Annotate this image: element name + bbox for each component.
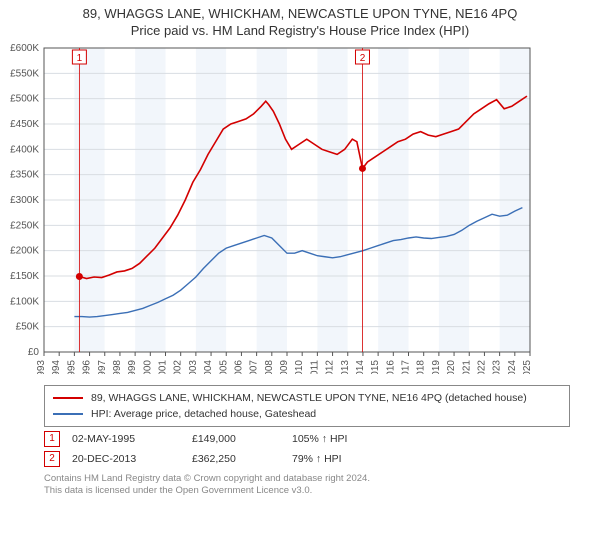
x-tick-label: 2018 xyxy=(416,360,427,374)
x-tick-label: 2004 xyxy=(203,360,214,374)
footer-note: Contains HM Land Registry data © Crown c… xyxy=(44,473,570,498)
x-tick-label: 2001 xyxy=(158,360,169,374)
y-tick-label: £550K xyxy=(10,68,39,79)
sale-marker-badge: 2 xyxy=(44,451,60,467)
legend-label: 89, WHAGGS LANE, WHICKHAM, NEWCASTLE UPO… xyxy=(91,392,527,404)
x-tick-label: 2015 xyxy=(370,360,381,374)
legend-box: 89, WHAGGS LANE, WHICKHAM, NEWCASTLE UPO… xyxy=(44,385,570,427)
x-tick-label: 2000 xyxy=(142,360,153,374)
x-tick-label: 2011 xyxy=(309,360,320,374)
x-tick-label: 1993 xyxy=(36,360,47,374)
y-tick-label: £400K xyxy=(10,144,39,155)
y-tick-label: £0 xyxy=(28,347,40,358)
sale-hpi: 79% ↑ HPI xyxy=(292,453,402,465)
x-tick-label: 2003 xyxy=(188,360,199,374)
footer-line2: This data is licensed under the Open Gov… xyxy=(44,485,570,497)
chart-area: £0 £50K £100K £150K £200K £250K £300K £350K £400… xyxy=(0,44,600,379)
y-tick-label: £200K xyxy=(10,246,39,257)
x-tick-label: 2008 xyxy=(264,360,275,374)
x-tick-label: 1995 xyxy=(66,360,77,374)
y-tick-label: £250K xyxy=(10,220,39,231)
x-tick-label: 2017 xyxy=(401,360,412,374)
sale-hpi: 105% ↑ HPI xyxy=(292,433,402,445)
x-tick-label: 2010 xyxy=(294,360,305,374)
y-tick-label: £450K xyxy=(10,119,39,130)
x-tick-label: 2005 xyxy=(218,360,229,374)
legend-swatch xyxy=(53,397,83,399)
sale-date: 20-DEC-2013 xyxy=(72,453,192,465)
x-tick-label: 1998 xyxy=(112,360,123,374)
x-tick-label: 2025 xyxy=(522,360,533,374)
x-tick-label: 2002 xyxy=(173,360,184,374)
sale-row: 1 02-MAY-1995£149,000105% ↑ HPI xyxy=(44,431,570,447)
chart-container: 89, WHAGGS LANE, WHICKHAM, NEWCASTLE UPO… xyxy=(0,0,600,560)
legend-swatch xyxy=(53,413,83,415)
x-tick-label: 2022 xyxy=(476,360,487,374)
chart-marker-2: 2 xyxy=(355,50,369,64)
title-address: 89, WHAGGS LANE, WHICKHAM, NEWCASTLE UPO… xyxy=(10,6,590,21)
sale-price: £362,250 xyxy=(192,453,292,465)
title-subtitle: Price paid vs. HM Land Registry's House … xyxy=(10,23,590,38)
y-tick-label: £50K xyxy=(16,322,40,333)
x-tick-label: 2012 xyxy=(325,360,336,374)
sale-date: 02-MAY-1995 xyxy=(72,433,192,445)
x-tick-label: 2019 xyxy=(431,360,442,374)
y-tick-label: £300K xyxy=(10,195,39,206)
x-tick-label: 2023 xyxy=(492,360,503,374)
svg-text:2: 2 xyxy=(360,53,366,64)
legend-row: 89, WHAGGS LANE, WHICKHAM, NEWCASTLE UPO… xyxy=(53,390,561,406)
x-tick-label: 2016 xyxy=(385,360,396,374)
legend-row: HPI: Average price, detached house, Gate… xyxy=(53,406,561,422)
y-tick-label: £600K xyxy=(10,44,39,54)
line-chart-svg: £0 £50K £100K £150K £200K £250K £300K £350K £400… xyxy=(0,44,560,374)
x-tick-label: 2007 xyxy=(249,360,260,374)
title-area: 89, WHAGGS LANE, WHICKHAM, NEWCASTLE UPO… xyxy=(0,0,600,40)
y-tick-label: £100K xyxy=(10,296,39,307)
sale-row: 2 20-DEC-2013£362,25079% ↑ HPI xyxy=(44,451,570,467)
x-tick-label: 2024 xyxy=(507,360,518,374)
x-tick-label: 1999 xyxy=(127,360,138,374)
chart-marker-1: 1 xyxy=(72,50,86,64)
x-tick-label: 2021 xyxy=(461,360,472,374)
y-tick-label: £150K xyxy=(10,271,39,282)
x-tick-label: 2014 xyxy=(355,360,366,374)
x-tick-label: 2013 xyxy=(340,360,351,374)
svg-text:1: 1 xyxy=(77,53,83,64)
footer-line1: Contains HM Land Registry data © Crown c… xyxy=(44,473,570,485)
x-tick-label: 1996 xyxy=(82,360,93,374)
y-tick-label: £500K xyxy=(10,94,39,105)
x-tick-label: 1994 xyxy=(51,360,62,374)
x-tick-label: 2009 xyxy=(279,360,290,374)
sale-price: £149,000 xyxy=(192,433,292,445)
y-tick-label: £350K xyxy=(10,170,39,181)
x-tick-label: 2006 xyxy=(233,360,244,374)
sale-marker-badge: 1 xyxy=(44,431,60,447)
x-tick-label: 1997 xyxy=(97,360,108,374)
x-tick-label: 2020 xyxy=(446,360,457,374)
legend-label: HPI: Average price, detached house, Gate… xyxy=(91,408,316,420)
